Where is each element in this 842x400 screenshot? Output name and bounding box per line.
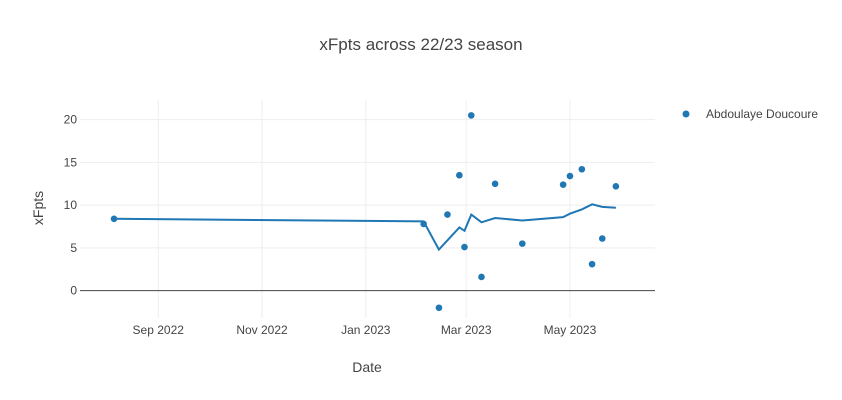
- data-point[interactable]: [588, 260, 596, 268]
- data-point[interactable]: [598, 235, 606, 242]
- data-point[interactable]: [566, 172, 574, 180]
- data-point[interactable]: [612, 183, 620, 190]
- chart-title: xFpts across 22/23 season: [319, 35, 522, 54]
- data-point[interactable]: [444, 211, 451, 218]
- x-tick-label: Mar 2023: [441, 323, 492, 337]
- data-point[interactable]: [435, 304, 443, 312]
- series-line: [113, 203, 616, 252]
- x-tick-label: Jan 2023: [341, 323, 391, 337]
- legend[interactable]: Abdoulaye Doucoure: [682, 107, 819, 121]
- y-tick-label: 10: [64, 198, 78, 212]
- y-tick-label: 15: [64, 155, 78, 169]
- legend-label: Abdoulaye Doucoure: [706, 107, 818, 121]
- y-gridlines: [80, 119, 655, 249]
- legend-marker: [682, 110, 690, 118]
- x-tick-labels: Sep 2022 Nov 2022 Jan 2023 Mar 2023 May 2023: [133, 323, 597, 337]
- data-point[interactable]: [467, 112, 475, 119]
- data-point[interactable]: [559, 181, 567, 188]
- x-tick-label: Nov 2022: [236, 323, 288, 337]
- data-point[interactable]: [110, 215, 118, 223]
- data-point[interactable]: [519, 240, 526, 247]
- y-axis-title: xFpts: [30, 191, 46, 225]
- data-point[interactable]: [461, 243, 468, 251]
- data-point[interactable]: [478, 273, 485, 281]
- y-tick-labels: 0 5 10 15 20: [64, 113, 78, 298]
- data-point[interactable]: [491, 180, 499, 188]
- data-point[interactable]: [420, 220, 427, 228]
- y-tick-label: 0: [70, 284, 77, 298]
- x-tick-label: May 2023: [544, 323, 597, 337]
- x-tick-label: Sep 2022: [133, 323, 185, 337]
- x-axis-title: Date: [352, 359, 382, 375]
- series-points: [110, 112, 620, 312]
- data-point[interactable]: [578, 165, 586, 173]
- series-lines: [113, 203, 616, 252]
- x-gridlines: [157, 100, 571, 318]
- y-tick-label: 5: [70, 241, 77, 255]
- y-tick-label: 20: [64, 113, 78, 127]
- data-point[interactable]: [456, 171, 463, 179]
